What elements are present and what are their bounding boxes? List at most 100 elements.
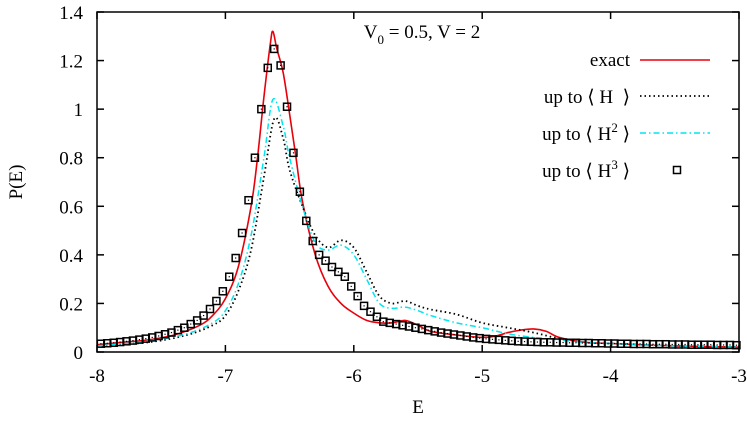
- data-point-center: [138, 339, 140, 341]
- data-point-center: [658, 343, 660, 345]
- data-point: [353, 291, 362, 301]
- data-point: [366, 307, 375, 316]
- data-point-center: [716, 344, 718, 346]
- data-point: [346, 282, 356, 291]
- data-point: [218, 287, 228, 296]
- data-point-center: [549, 341, 551, 343]
- y-axis-label: P(E): [6, 165, 27, 200]
- legend-label-h2: up to ⟨ H2 ⟩: [542, 120, 630, 145]
- y-tick-label: 0.2: [59, 294, 83, 315]
- data-point-center: [376, 316, 378, 318]
- y-tick-label: 0: [74, 343, 84, 364]
- data-point: [269, 44, 279, 54]
- data-point-center: [652, 343, 654, 345]
- data-point-center: [466, 335, 468, 338]
- series-exact-line: [97, 30, 739, 348]
- data-point-center: [626, 343, 628, 345]
- data-point: [205, 304, 215, 314]
- title-v0-subscript: 0: [378, 32, 385, 47]
- data-point: [263, 63, 273, 73]
- data-point-center: [453, 333, 455, 336]
- data-point: [231, 253, 240, 263]
- data-point-center: [267, 67, 269, 69]
- data-point-center: [145, 338, 147, 340]
- data-point-center: [427, 329, 429, 331]
- data-point-center: [690, 344, 693, 346]
- data-point-center: [401, 324, 404, 326]
- data-point-center: [312, 240, 314, 242]
- data-point: [250, 153, 260, 162]
- data-point-center: [729, 344, 731, 346]
- data-point-center: [446, 332, 449, 335]
- data-point-center: [678, 343, 680, 346]
- data-point-center: [350, 285, 352, 288]
- y-tick-label: 1.2: [59, 52, 83, 73]
- title-v0: V: [364, 22, 378, 43]
- data-point-center: [491, 338, 494, 340]
- title-rest: = 0.5, V = 2: [384, 22, 480, 43]
- data-point-center: [125, 340, 128, 342]
- data-point: [295, 187, 305, 196]
- data-point-center: [113, 342, 115, 344]
- data-point-center: [331, 266, 333, 268]
- x-tick-label: -8: [89, 366, 105, 387]
- data-point-center: [177, 329, 179, 331]
- data-point-center: [100, 343, 102, 345]
- data-point-center: [286, 106, 288, 108]
- data-point-center: [498, 339, 500, 341]
- data-point-center: [202, 314, 205, 317]
- data-point-center: [183, 327, 185, 329]
- data-point: [340, 272, 350, 281]
- data-point-center: [382, 321, 384, 323]
- data-point-center: [562, 341, 564, 344]
- data-point-center: [434, 330, 436, 332]
- y-tick-label: 1.4: [59, 3, 83, 24]
- data-point-center: [273, 48, 275, 50]
- data-point-center: [633, 343, 635, 345]
- data-point-center: [209, 308, 211, 310]
- series-h1-line: [97, 116, 739, 349]
- data-point-center: [421, 328, 423, 330]
- data-point-center: [594, 342, 596, 344]
- data-point-center: [588, 342, 590, 344]
- data-point-center: [511, 340, 513, 342]
- data-point-center: [241, 232, 243, 234]
- data-point-center: [408, 325, 410, 328]
- data-point-center: [190, 323, 192, 325]
- data-point-center: [170, 331, 173, 334]
- data-point-center: [389, 322, 391, 324]
- data-point-center: [710, 344, 712, 346]
- data-point-center: [222, 290, 224, 292]
- x-tick-label: -7: [217, 366, 233, 387]
- data-point-center: [530, 341, 532, 343]
- legend-marker-h3: [672, 165, 682, 175]
- data-point-center: [305, 220, 307, 222]
- legend-label-h3: up to ⟨ H3 ⟩: [542, 157, 630, 182]
- y-tick-label: 1: [74, 100, 84, 121]
- data-point-center: [613, 342, 616, 345]
- data-point-center: [318, 254, 320, 256]
- data-point: [192, 316, 202, 325]
- legend-label-h1: up to ⟨ H ⟩: [544, 87, 630, 108]
- data-point-center: [645, 343, 648, 345]
- data-point-center: [620, 343, 622, 345]
- data-point-center: [337, 271, 339, 273]
- data-point-center: [459, 334, 461, 337]
- data-point-center: [639, 343, 641, 345]
- data-point-center: [247, 199, 250, 201]
- data-point-center: [568, 342, 571, 344]
- data-point: [359, 301, 369, 311]
- data-point-center: [581, 342, 583, 344]
- data-point-center: [132, 339, 134, 342]
- data-point: [308, 236, 317, 246]
- y-tick-label: 0.4: [59, 246, 83, 267]
- data-point-center: [119, 341, 121, 343]
- y-tick-label: 0.8: [59, 149, 83, 170]
- data-point: [212, 296, 221, 306]
- data-point: [302, 216, 311, 226]
- data-point-center: [260, 108, 262, 110]
- data-point-center: [517, 340, 519, 342]
- series-h2-line: [97, 97, 739, 348]
- data-point-center: [671, 343, 673, 346]
